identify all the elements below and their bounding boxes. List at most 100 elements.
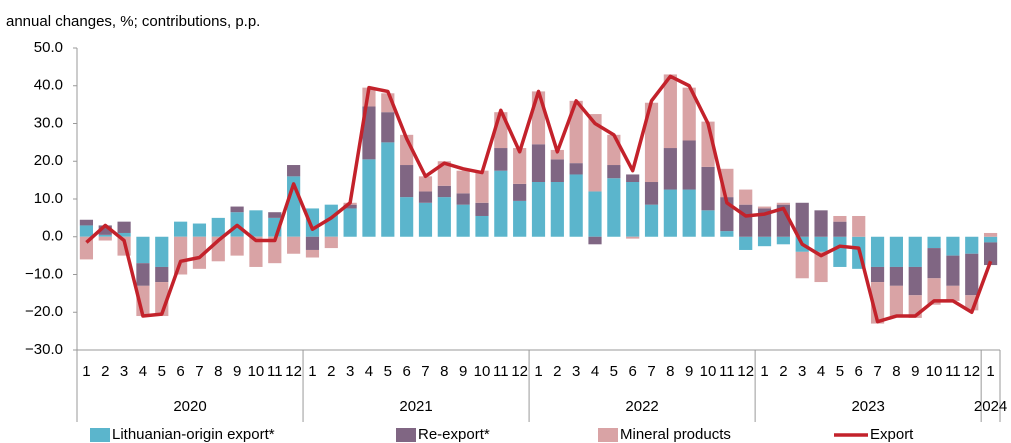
year-label: 2022 (625, 398, 658, 415)
bar (870, 266, 885, 283)
bar (174, 236, 188, 275)
bar (739, 204, 753, 237)
bar (776, 236, 790, 245)
y-tick-label: 0.0 (42, 228, 63, 245)
bar (155, 236, 169, 267)
bar (983, 242, 998, 266)
bar (136, 236, 150, 264)
x-tick-label: 1 (82, 363, 90, 380)
bar (682, 189, 696, 237)
x-tick-label: 1 (534, 363, 542, 380)
bar (117, 232, 131, 237)
x-tick-label: 3 (120, 363, 128, 380)
bar (663, 189, 677, 237)
bar (79, 219, 94, 226)
x-tick-label: 4 (365, 363, 373, 380)
bar (98, 236, 112, 241)
bar (381, 142, 395, 237)
x-tick-label: 11 (267, 363, 283, 380)
bar (343, 204, 357, 209)
bar (550, 159, 564, 183)
bar (475, 170, 489, 203)
bar (739, 189, 753, 205)
bar (381, 112, 395, 143)
x-tick-label: 8 (666, 363, 674, 380)
bar (437, 185, 451, 198)
x-tick-label: 11 (493, 363, 509, 380)
bar (305, 236, 320, 250)
x-tick-label: 12 (511, 363, 528, 380)
x-tick-label: 4 (139, 363, 147, 380)
bar (965, 236, 979, 254)
bar (682, 87, 696, 141)
x-tick-label: 7 (421, 363, 429, 380)
bar (305, 249, 320, 258)
y-tick-label: 10.0 (34, 190, 63, 207)
bar (475, 215, 489, 237)
bar (418, 202, 433, 237)
bar (720, 231, 734, 237)
x-tick-label: 3 (798, 363, 806, 380)
bar (343, 208, 357, 237)
x-tick-label: 5 (384, 363, 392, 380)
x-tick-label: 9 (233, 363, 241, 380)
bar (983, 236, 998, 243)
x-tick-label: 2 (779, 363, 787, 380)
x-tick-label: 1 (986, 363, 994, 380)
x-tick-label: 8 (892, 363, 900, 380)
x-tick-label: 10 (700, 363, 717, 380)
bar (79, 225, 94, 237)
x-tick-label: 2 (101, 363, 109, 380)
bar (324, 204, 338, 237)
x-tick-label: 12 (963, 363, 980, 380)
x-tick-label: 6 (402, 363, 410, 380)
bar (814, 251, 828, 283)
bar (757, 236, 772, 247)
bar (550, 182, 564, 237)
bar (833, 221, 847, 237)
bar (889, 285, 903, 317)
bar (644, 102, 659, 183)
bar (305, 208, 320, 237)
x-tick-label: 5 (836, 363, 844, 380)
legend-label: Mineral products (620, 426, 731, 443)
bar (211, 217, 225, 237)
x-tick-label: 9 (459, 363, 467, 380)
bar (79, 236, 94, 260)
bar (889, 236, 903, 267)
bar (230, 206, 244, 213)
bar (588, 114, 602, 192)
x-tick-label: 10 (248, 363, 265, 380)
bar (946, 236, 960, 256)
x-tick-label: 8 (214, 363, 222, 380)
bar (362, 106, 376, 160)
bar (400, 197, 414, 237)
x-tick-label: 3 (572, 363, 580, 380)
bar (456, 204, 470, 237)
bar (98, 234, 112, 237)
x-tick-label: 9 (911, 363, 919, 380)
bar (607, 165, 621, 179)
year-label: 2021 (399, 398, 432, 415)
bar (833, 215, 847, 222)
y-tick-label: 40.0 (34, 77, 63, 94)
bar (946, 255, 960, 286)
x-tick-label: 7 (873, 363, 881, 380)
x-tick-label: 6 (176, 363, 184, 380)
y-tick-label: −10.0 (25, 265, 63, 282)
bar (513, 200, 527, 237)
bar (287, 165, 301, 177)
bar (456, 193, 470, 205)
bar (400, 165, 414, 198)
bar (192, 236, 207, 269)
year-label: 2023 (851, 398, 884, 415)
x-tick-label: 1 (308, 363, 316, 380)
bar (776, 202, 790, 205)
bar (965, 253, 979, 296)
legend-swatch (396, 428, 416, 442)
x-tick-label: 1 (760, 363, 768, 380)
bar (983, 232, 998, 237)
x-tick-label: 8 (440, 363, 448, 380)
bar (531, 91, 546, 145)
bar (437, 197, 451, 237)
